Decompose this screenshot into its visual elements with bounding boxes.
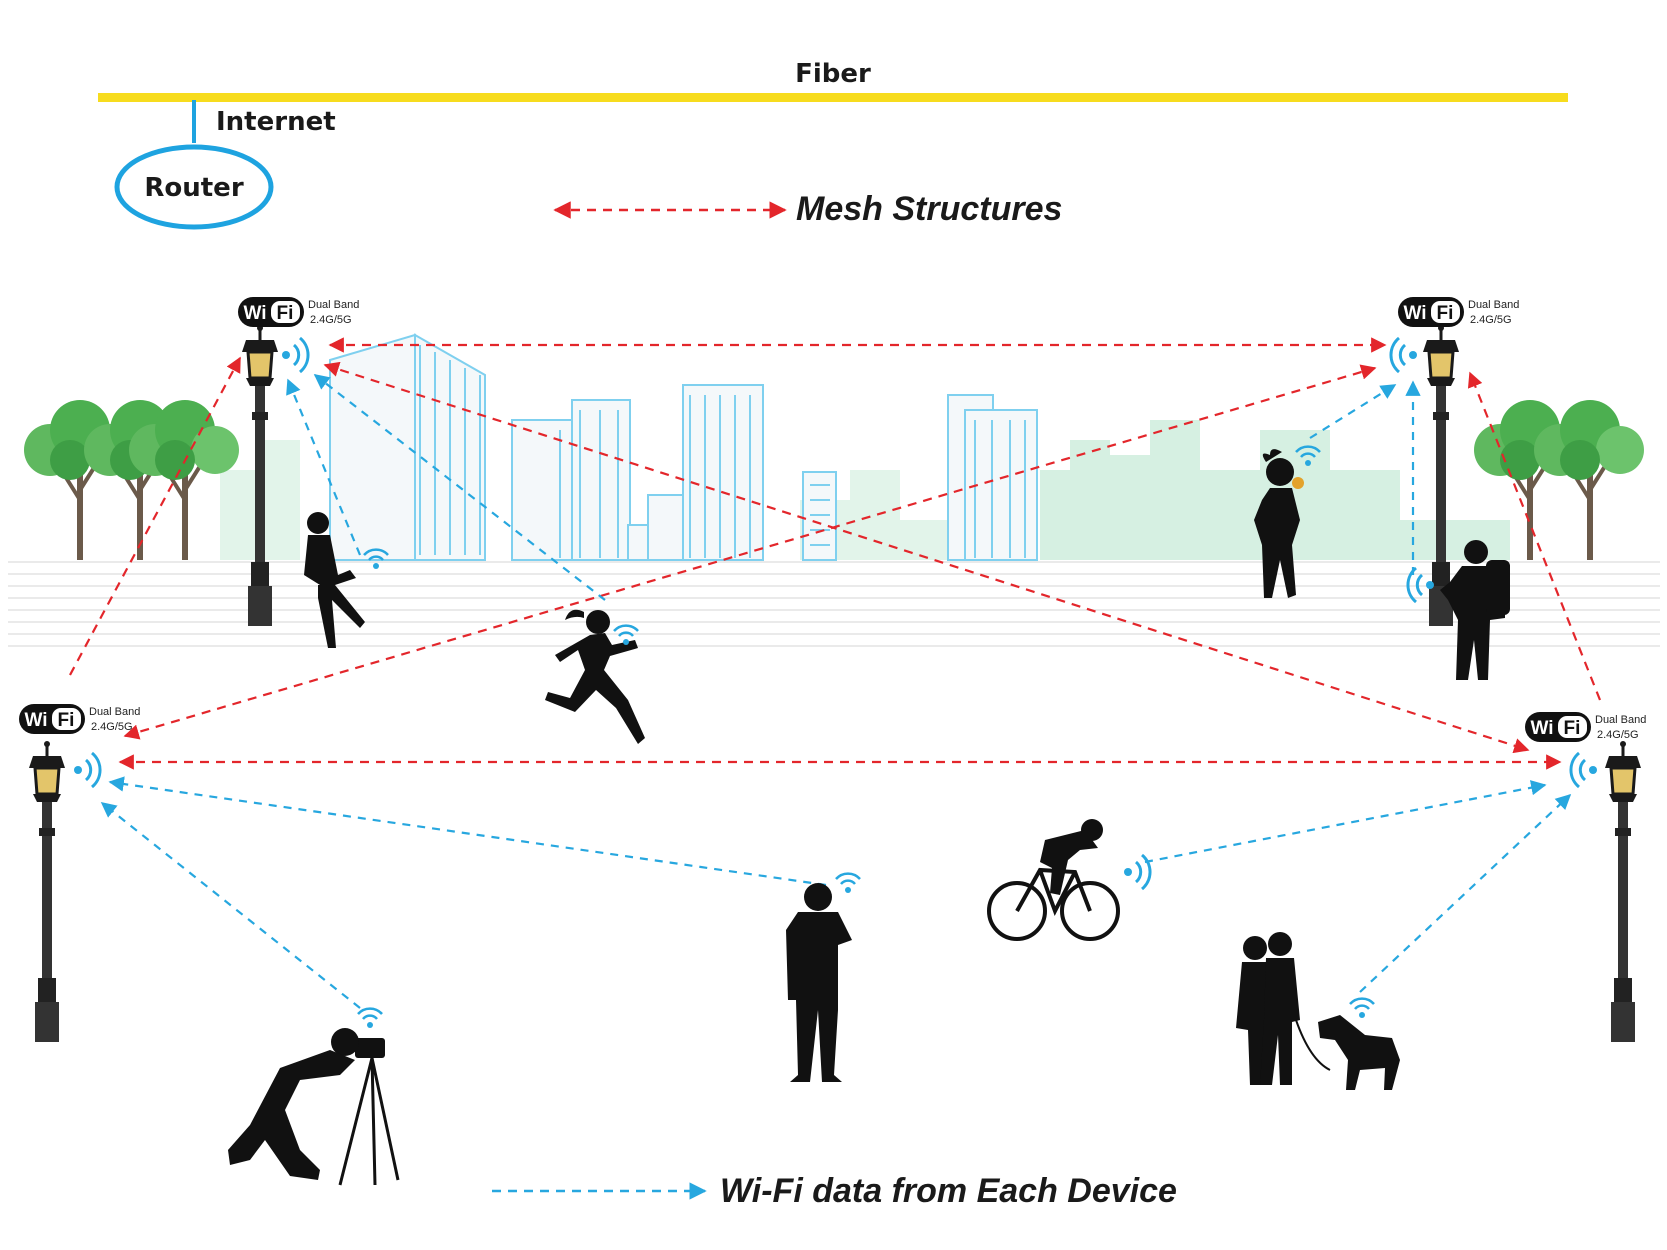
wifi-signal-icon	[834, 872, 862, 895]
wifi-signal-icon	[1389, 336, 1419, 374]
router-node	[114, 144, 274, 230]
svg-text:2.4G/5G: 2.4G/5G	[1470, 314, 1512, 326]
svg-text:Fi: Fi	[1437, 303, 1454, 324]
lamp-post-icon	[27, 739, 67, 1044]
router-label: Router	[144, 173, 243, 203]
wifi-dual-band-badge: Wi Fi Dual Band 2.4G/5G	[1525, 712, 1646, 742]
wifi-signal-icon	[356, 1007, 384, 1030]
svg-text:Wi: Wi	[1530, 718, 1553, 739]
access-point-mid-right: Wi Fi Dual Band 2.4G/5G	[1525, 712, 1646, 1044]
svg-text:Dual Band: Dual Band	[308, 299, 359, 311]
wifi-signal-icon	[1569, 751, 1599, 789]
svg-text:2.4G/5G: 2.4G/5G	[310, 314, 352, 326]
wifi-signal-icon	[1348, 997, 1376, 1020]
wifi-dual-band-badge: Wi Fi Dual Band 2.4G/5G	[19, 704, 140, 734]
svg-text:Wi: Wi	[1403, 303, 1426, 324]
runner-silhouette-icon	[545, 609, 645, 744]
svg-text:Dual Band: Dual Band	[1595, 714, 1646, 726]
woman-laptop-silhouette-icon	[304, 512, 390, 648]
svg-text:Wi: Wi	[24, 710, 47, 731]
wifi-signal-icon	[280, 336, 310, 374]
wifi-dual-band-badge: Wi Fi Dual Band 2.4G/5G	[238, 297, 359, 327]
access-point-top-left: Wi Fi Dual Band 2.4G/5G	[238, 297, 359, 628]
internet-label: Internet	[216, 107, 336, 137]
legend-mesh-label: Mesh Structures	[796, 190, 1062, 228]
couple-dog-silhouette-icon	[1236, 932, 1400, 1090]
svg-text:Fi: Fi	[58, 710, 75, 731]
wifi-dual-band-badge: Wi Fi Dual Band 2.4G/5G	[1398, 297, 1519, 327]
svg-text:2.4G/5G: 2.4G/5G	[1597, 729, 1639, 741]
photographer-silhouette-icon	[228, 1007, 400, 1186]
mesh-links	[69, 337, 1602, 770]
wifi-signal-icon	[72, 751, 102, 789]
legend-wifi-data-label: Wi-Fi data from Each Device	[720, 1172, 1177, 1210]
lamp-post-icon	[1603, 739, 1643, 1044]
hiker-tablet-silhouette-icon	[1406, 540, 1510, 680]
device-links	[100, 374, 1572, 1009]
access-point-mid-left: Wi Fi Dual Band 2.4G/5G	[19, 704, 140, 1044]
fiber-line	[98, 93, 1568, 102]
trees-left	[24, 400, 239, 560]
svg-text:2.4G/5G: 2.4G/5G	[91, 721, 133, 733]
access-point-top-right: Wi Fi Dual Band 2.4G/5G	[1389, 297, 1519, 628]
businessman-phone-silhouette-icon	[786, 872, 862, 1082]
svg-text:Dual Band: Dual Band	[1468, 299, 1519, 311]
wifi-signal-icon	[1122, 853, 1152, 891]
woman-phone-silhouette-icon	[1254, 445, 1322, 598]
svg-text:Dual Band: Dual Band	[89, 706, 140, 718]
cyclist-silhouette-icon	[987, 819, 1152, 941]
svg-text:Wi: Wi	[243, 303, 266, 324]
fiber-label: Fiber	[795, 59, 871, 89]
svg-text:Fi: Fi	[277, 303, 294, 324]
svg-text:Fi: Fi	[1564, 718, 1581, 739]
